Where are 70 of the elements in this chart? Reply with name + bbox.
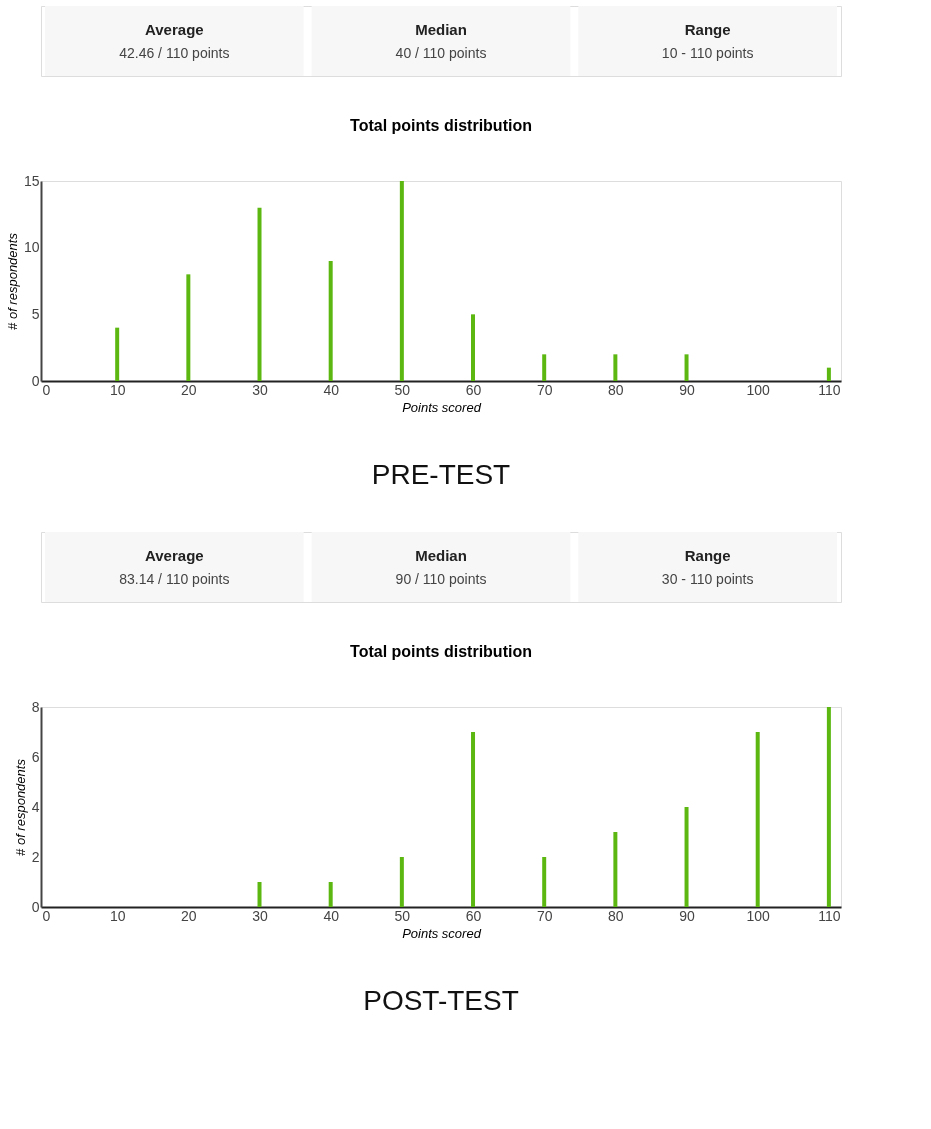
text: Average bbox=[145, 21, 204, 38]
bar bbox=[684, 354, 689, 381]
bar bbox=[471, 314, 476, 381]
chart-title: Total points distribution bbox=[350, 643, 532, 660]
y-tick-label: 5 bbox=[31, 305, 40, 322]
bar bbox=[613, 354, 618, 381]
bar bbox=[257, 882, 262, 907]
x-tick-label: 10 bbox=[109, 907, 126, 924]
text: 42.46 / 110 points bbox=[119, 45, 230, 61]
x-tick-label: 70 bbox=[536, 907, 553, 924]
x-tick-label: 30 bbox=[252, 381, 269, 398]
bar bbox=[542, 354, 547, 381]
y-tick-label: 4 bbox=[31, 798, 40, 815]
x-tick-label: 20 bbox=[181, 381, 197, 398]
x-tick-label: 60 bbox=[465, 381, 482, 398]
text: Average bbox=[145, 547, 204, 564]
y-axis-title: # of respondents bbox=[4, 232, 20, 330]
bar bbox=[328, 882, 333, 907]
x-tick-label: 10 bbox=[109, 381, 126, 398]
x-tick-label: 100 bbox=[746, 907, 771, 924]
x-tick-label: 80 bbox=[608, 907, 624, 924]
text: Range bbox=[684, 547, 731, 564]
x-tick-label: 40 bbox=[323, 381, 340, 398]
x-tick-label: 50 bbox=[394, 907, 411, 924]
bar bbox=[542, 857, 547, 907]
bar bbox=[471, 732, 476, 907]
bar bbox=[399, 857, 404, 907]
x-tick-label: 110 bbox=[818, 381, 841, 398]
y-tick-label: 2 bbox=[31, 848, 40, 865]
bar bbox=[684, 807, 689, 907]
x-tick-label: 0 bbox=[42, 381, 51, 398]
x-tick-label: 110 bbox=[818, 907, 841, 924]
bar bbox=[399, 181, 404, 381]
x-tick-label: 70 bbox=[536, 381, 553, 398]
chart-title: Total points distribution bbox=[350, 117, 532, 134]
bar bbox=[826, 367, 831, 381]
x-tick-label: 20 bbox=[181, 907, 197, 924]
y-axis-title: # of respondents bbox=[12, 758, 28, 856]
x-tick-label: 90 bbox=[679, 907, 696, 924]
bar bbox=[186, 274, 191, 381]
bar bbox=[257, 207, 262, 381]
y-tick-label: 8 bbox=[31, 698, 40, 715]
bar bbox=[826, 707, 831, 907]
text: 83.14 / 110 points bbox=[119, 571, 230, 587]
x-tick-label: 50 bbox=[394, 381, 411, 398]
bar bbox=[755, 732, 760, 907]
x-tick-label: 90 bbox=[679, 381, 696, 398]
text: 90 / 110 points bbox=[395, 571, 487, 587]
text: 30 - 110 points bbox=[661, 571, 754, 587]
y-tick-label: 10 bbox=[23, 239, 40, 256]
x-tick-label: 30 bbox=[252, 907, 269, 924]
text: Median bbox=[415, 21, 467, 38]
x-axis-title: Points scored bbox=[402, 399, 482, 415]
text: POST-TEST bbox=[363, 985, 519, 1016]
x-tick-label: 80 bbox=[608, 381, 624, 398]
x-tick-label: 100 bbox=[746, 381, 771, 398]
text: PRE-TEST bbox=[371, 459, 511, 490]
x-axis-title: Points scored bbox=[402, 925, 482, 941]
text: Median bbox=[415, 547, 467, 564]
y-tick-label: 6 bbox=[31, 748, 40, 765]
x-tick-label: 0 bbox=[42, 907, 51, 924]
bar bbox=[115, 327, 120, 381]
x-tick-label: 40 bbox=[323, 907, 340, 924]
text: 40 / 110 points bbox=[395, 45, 487, 61]
text: Range bbox=[684, 21, 731, 38]
y-tick-label: 15 bbox=[23, 172, 40, 189]
x-tick-label: 60 bbox=[465, 907, 482, 924]
bar bbox=[328, 261, 333, 381]
bar bbox=[613, 832, 618, 907]
text: 10 - 110 points bbox=[661, 45, 754, 61]
